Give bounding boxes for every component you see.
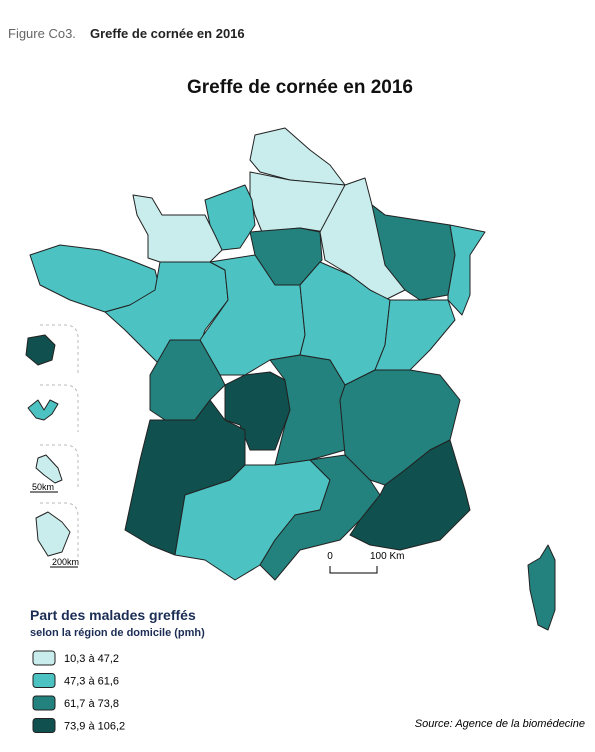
region xyxy=(25,334,56,366)
legend-label: 61,7 à 73,8 xyxy=(64,698,119,710)
figure-title: Greffe de cornée en 2016 xyxy=(90,26,245,41)
region xyxy=(35,454,63,484)
legend-swatch xyxy=(32,718,56,733)
region xyxy=(374,299,456,376)
region xyxy=(527,544,556,631)
legend-title: Part des malades greffés xyxy=(30,607,196,623)
figure-label: Figure Co3. xyxy=(8,26,76,41)
region xyxy=(447,224,486,316)
regions xyxy=(25,127,556,631)
inset-frame xyxy=(40,384,79,432)
region xyxy=(349,439,471,551)
legend: 10,3 à 47,2 47,3 à 61,6 61,7 à 73,8 73,9 à … xyxy=(32,650,125,733)
legend-swatch xyxy=(32,673,56,688)
legend-subtitle: selon la région de domicile (pmh) xyxy=(30,627,205,639)
inset-frame xyxy=(40,502,79,560)
source: Source: Agence de la biomédecine xyxy=(415,718,585,730)
legend-label: 73,9 à 106,2 xyxy=(64,721,125,733)
region xyxy=(319,177,406,301)
legend-swatch xyxy=(32,650,56,666)
scale-end: 100 Km xyxy=(370,551,404,562)
region xyxy=(269,354,346,466)
inset-scale-label: 50km xyxy=(32,482,54,492)
inset-scale-label: 200km xyxy=(52,557,79,567)
region xyxy=(259,454,381,581)
region xyxy=(35,511,71,557)
legend-label: 47,3 à 61,6 xyxy=(64,676,119,688)
inset-frame xyxy=(40,444,79,488)
inset-frame xyxy=(40,324,79,375)
map-title: Greffe de cornée en 2016 xyxy=(187,77,413,98)
legend-label: 10,3 à 47,2 xyxy=(64,653,119,665)
scale-bar xyxy=(329,566,378,574)
scale-start: 0 xyxy=(327,551,333,562)
legend-swatch xyxy=(32,695,56,711)
region xyxy=(27,399,59,421)
region xyxy=(224,371,291,451)
